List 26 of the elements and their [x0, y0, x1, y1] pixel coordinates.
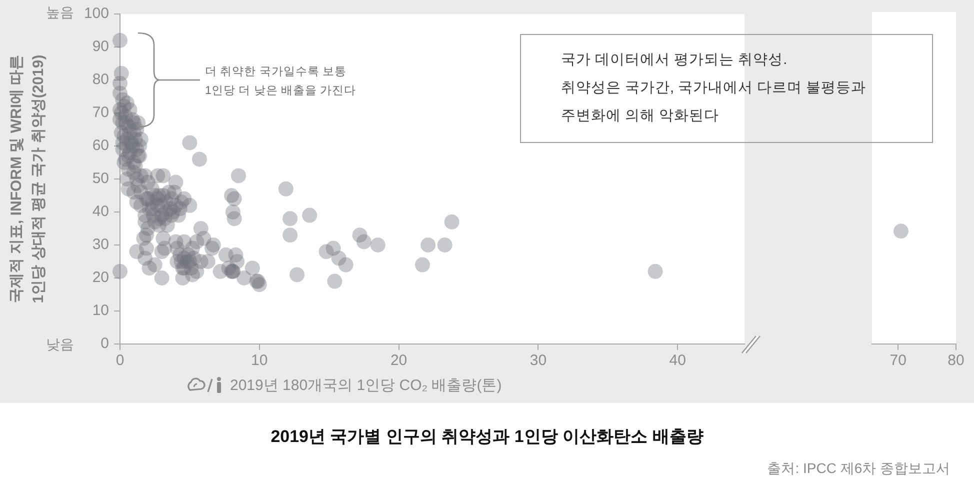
x-axis-title: 2019년 180개국의 1인당 CO₂ 배출량(톤) — [230, 376, 502, 394]
y-tick-label: 90 — [92, 38, 109, 56]
x-tick-label: 80 — [947, 352, 964, 370]
y-tick-label: 50 — [92, 170, 109, 188]
annotation: 더 취약한 국가일수록 보통 1인당 더 낮은 배출을 가진다 — [205, 65, 356, 99]
text: 낮음 — [45, 335, 75, 353]
y-tick-label: 60 — [92, 137, 109, 154]
source-note: 출처: IPCC 제6차 종합보고서 — [767, 460, 950, 478]
x-tick-label: 0 — [116, 352, 124, 370]
x-tick-label: 40 — [669, 352, 686, 370]
text: 높음 — [45, 3, 75, 21]
y-tick-label: 80 — [92, 71, 109, 88]
x-tick-label: 20 — [390, 352, 408, 370]
y-tick-label: 100 — [84, 5, 109, 22]
y-tick-label: 20 — [92, 269, 109, 286]
annotation: 국가 데이터에서 평가되는 취약성. 취약성은 국가간, 국가내에서 다르며 불평등과 주변화에 의해 악화된다 — [561, 51, 866, 126]
x-tick-label: 30 — [530, 352, 547, 370]
y-tick-label: 40 — [92, 203, 109, 220]
y-axis-title: 국제적 지표, INFORM 및 WRI에 따른 1인당 상대적 평균 국가 취약성(2019) — [8, 54, 47, 304]
text: 2019년 국가별 인구의 취약성과 1인당 이산화탄소 배출량 — [270, 426, 704, 448]
y-tick-label: 30 — [92, 236, 109, 254]
x-tick-label: 70 — [889, 352, 906, 370]
y-tick-label: 70 — [92, 104, 109, 122]
y-tick-label: 0 — [100, 335, 109, 352]
y-tick-label: 10 — [92, 302, 109, 320]
x-tick-label: 10 — [251, 352, 268, 370]
